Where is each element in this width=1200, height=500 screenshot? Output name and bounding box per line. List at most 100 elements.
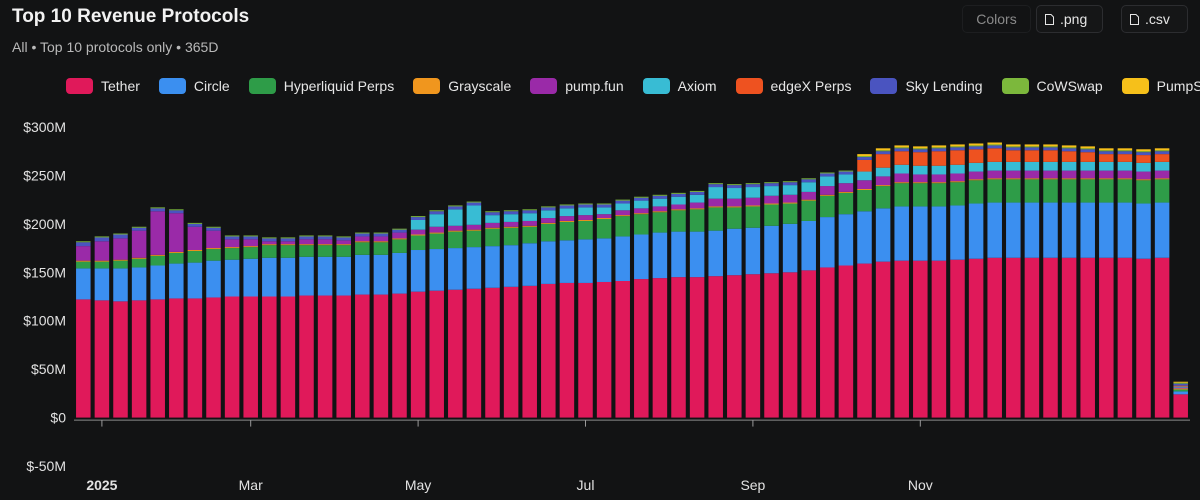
- bar-segment: [1006, 150, 1021, 162]
- bar-segment: [336, 295, 351, 418]
- download-csv-label: .csv: [1145, 11, 1170, 27]
- bar-segment: [559, 208, 575, 217]
- bar-segment: [931, 174, 947, 183]
- bar-segment: [243, 235, 258, 237]
- bar-segment: [224, 259, 240, 297]
- legend-item[interactable]: Circle: [158, 78, 230, 94]
- bar-segment: [894, 148, 909, 152]
- bar-segment: [1061, 145, 1077, 148]
- bar-segment: [708, 230, 723, 277]
- download-csv-button[interactable]: .csv: [1121, 5, 1188, 33]
- legend-item[interactable]: Hyperliquid Perps: [248, 78, 394, 94]
- bar-segment: [206, 226, 221, 228]
- legend-item[interactable]: edgeX Perps: [735, 78, 851, 94]
- bar-segment: [820, 267, 835, 418]
- bar-segment: [950, 144, 965, 147]
- legend-item[interactable]: Axiom: [642, 78, 717, 94]
- legend-item[interactable]: CoWSwap: [1001, 78, 1103, 94]
- bar-segment: [113, 301, 128, 418]
- bar-segment: [1006, 202, 1021, 258]
- bar-segment: [448, 289, 463, 418]
- bar-segment: [336, 240, 351, 245]
- legend-swatch: [248, 78, 276, 94]
- bar-segment: [336, 244, 351, 246]
- bar-segment: [1154, 170, 1170, 179]
- bar-segment: [503, 211, 519, 215]
- bar-segment: [299, 256, 314, 296]
- bar-segment: [522, 213, 537, 221]
- bar-segment: [522, 210, 537, 214]
- chart-subtitle: All • Top 10 protocols only • 365D: [12, 39, 219, 55]
- legend-item[interactable]: Sky Lending: [870, 78, 983, 94]
- bar-segment: [689, 190, 705, 192]
- bar-segment: [1024, 161, 1040, 171]
- bar-segment: [1154, 148, 1170, 151]
- bar-segment: [1136, 152, 1151, 156]
- bar-segment: [485, 212, 500, 216]
- bar-segment: [634, 234, 649, 280]
- bar-segment: [931, 182, 947, 184]
- bar-segment: [541, 222, 556, 224]
- bar-segment: [373, 241, 389, 243]
- bar-segment: [131, 257, 147, 259]
- download-png-button[interactable]: .png: [1036, 5, 1103, 33]
- bar-segment: [131, 227, 147, 231]
- bar-segment: [280, 245, 296, 258]
- bar-segment: [1043, 161, 1058, 171]
- bar-segment: [894, 164, 909, 174]
- bar-segment: [987, 170, 1002, 179]
- bar-segment: [150, 211, 165, 255]
- bar-segment: [634, 213, 649, 215]
- bar-segment: [689, 209, 705, 232]
- bar-segment: [559, 205, 575, 209]
- bar-segment: [894, 206, 909, 261]
- bar-segment: [615, 203, 630, 211]
- bar-segment: [931, 165, 947, 175]
- bar-segment: [1154, 151, 1170, 155]
- bar-segment: [448, 209, 463, 226]
- bar-segment: [373, 236, 389, 242]
- bar-segment: [355, 232, 370, 234]
- bar-segment: [1099, 161, 1114, 171]
- bar-segment: [950, 150, 965, 165]
- y-tick-label: $200M: [23, 216, 66, 232]
- bar-segment: [801, 200, 816, 221]
- colors-button[interactable]: Colors: [962, 5, 1031, 33]
- bar-segment: [820, 186, 835, 195]
- bar-segment: [671, 231, 686, 278]
- bar-segment: [578, 239, 593, 283]
- bar-segment: [764, 182, 779, 184]
- bar-segment: [113, 259, 128, 261]
- bar-segment: [838, 214, 854, 266]
- bar-segment: [76, 261, 91, 269]
- bar-segment: [894, 147, 909, 149]
- bar-segment: [448, 248, 463, 290]
- bar-segment: [1136, 162, 1151, 172]
- legend-item[interactable]: Grayscale: [413, 78, 511, 94]
- bar-segment: [596, 218, 612, 220]
- bar-segment: [968, 146, 984, 150]
- legend-item[interactable]: pump.fun: [530, 78, 624, 94]
- chart-title: Top 10 Revenue Protocols: [12, 6, 250, 27]
- bar-segment: [652, 278, 668, 418]
- bar-segment: [1173, 386, 1188, 388]
- legend-item[interactable]: PumpSwap: [1121, 78, 1200, 94]
- bar-segment: [913, 260, 928, 418]
- bar-segment: [913, 165, 928, 175]
- bar-segment: [1154, 150, 1170, 152]
- bar-segment: [262, 238, 277, 242]
- bar-segment: [615, 215, 630, 217]
- bar-segment: [727, 198, 742, 207]
- bar-segment: [243, 296, 258, 418]
- bar-segment: [466, 205, 482, 225]
- bar-segment: [559, 216, 575, 221]
- bar-segment: [1043, 146, 1058, 148]
- bar-segment: [169, 263, 184, 299]
- bar-segment: [968, 162, 984, 172]
- legend-item[interactable]: Tether: [66, 78, 140, 94]
- bar-segment: [1080, 161, 1095, 171]
- bar-segment: [429, 233, 444, 250]
- bar-segment: [150, 255, 165, 266]
- bar-segment: [1043, 150, 1058, 162]
- bar-segment: [1006, 257, 1021, 418]
